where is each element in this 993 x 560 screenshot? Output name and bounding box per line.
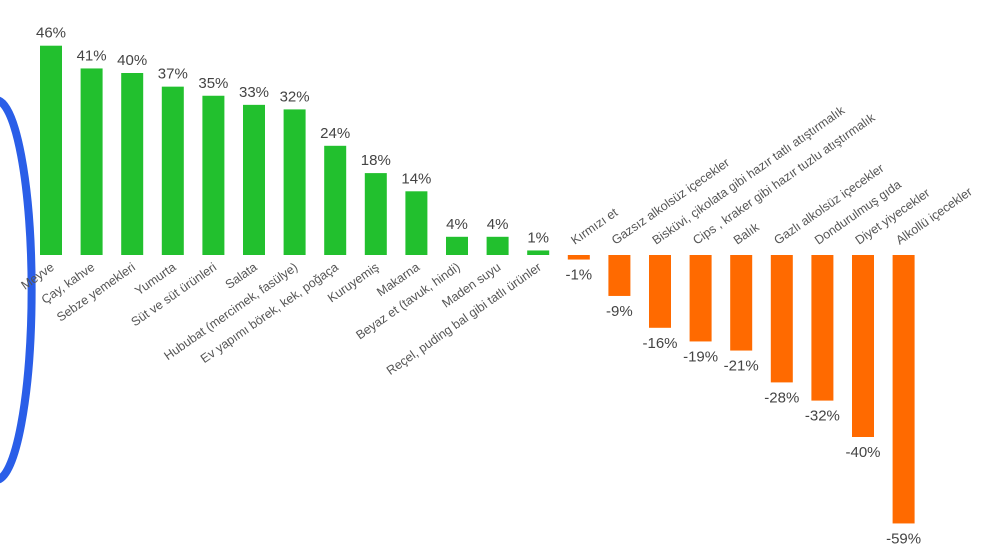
category-label: Balık: [731, 220, 762, 248]
bar: [405, 191, 428, 255]
bar: [283, 109, 306, 256]
data-label: -28%: [764, 389, 799, 406]
bar: [486, 236, 509, 255]
data-label: 14%: [401, 170, 431, 187]
bar: [121, 73, 144, 255]
bar: [324, 145, 347, 255]
bar: [527, 250, 550, 255]
data-label: -19%: [683, 348, 718, 365]
data-label: -59%: [886, 530, 921, 547]
data-label: 37%: [158, 66, 188, 83]
data-label: 1%: [527, 229, 549, 246]
bar: [852, 255, 874, 437]
data-label: 46%: [36, 25, 66, 42]
bar: [161, 86, 184, 256]
bar: [689, 255, 712, 342]
bar: [811, 255, 834, 401]
data-label: 4%: [487, 216, 509, 233]
decorative-arc: [0, 96, 36, 484]
bar: [364, 173, 387, 255]
bar: [202, 95, 225, 255]
bar: [243, 104, 265, 255]
data-label: 32%: [280, 88, 310, 105]
data-label: -32%: [805, 408, 840, 425]
data-label: -21%: [724, 358, 759, 375]
data-label: 4%: [446, 216, 468, 233]
data-label: 18%: [361, 152, 391, 169]
data-label: -16%: [642, 335, 677, 352]
data-label: 41%: [77, 47, 107, 64]
bar: [80, 68, 103, 255]
data-label: 40%: [117, 52, 147, 69]
bar: [40, 45, 62, 256]
data-label: -9%: [606, 303, 633, 320]
bar: [567, 255, 590, 260]
data-label: -40%: [845, 444, 880, 461]
data-label: 24%: [320, 125, 350, 142]
bar: [649, 255, 671, 328]
data-label: -1%: [565, 267, 592, 284]
bar: [892, 255, 915, 524]
bar: [770, 255, 793, 383]
bar: [446, 236, 468, 255]
data-label: 35%: [198, 75, 228, 92]
data-label: 33%: [239, 84, 269, 101]
bar: [730, 255, 753, 351]
bar: [608, 255, 631, 296]
